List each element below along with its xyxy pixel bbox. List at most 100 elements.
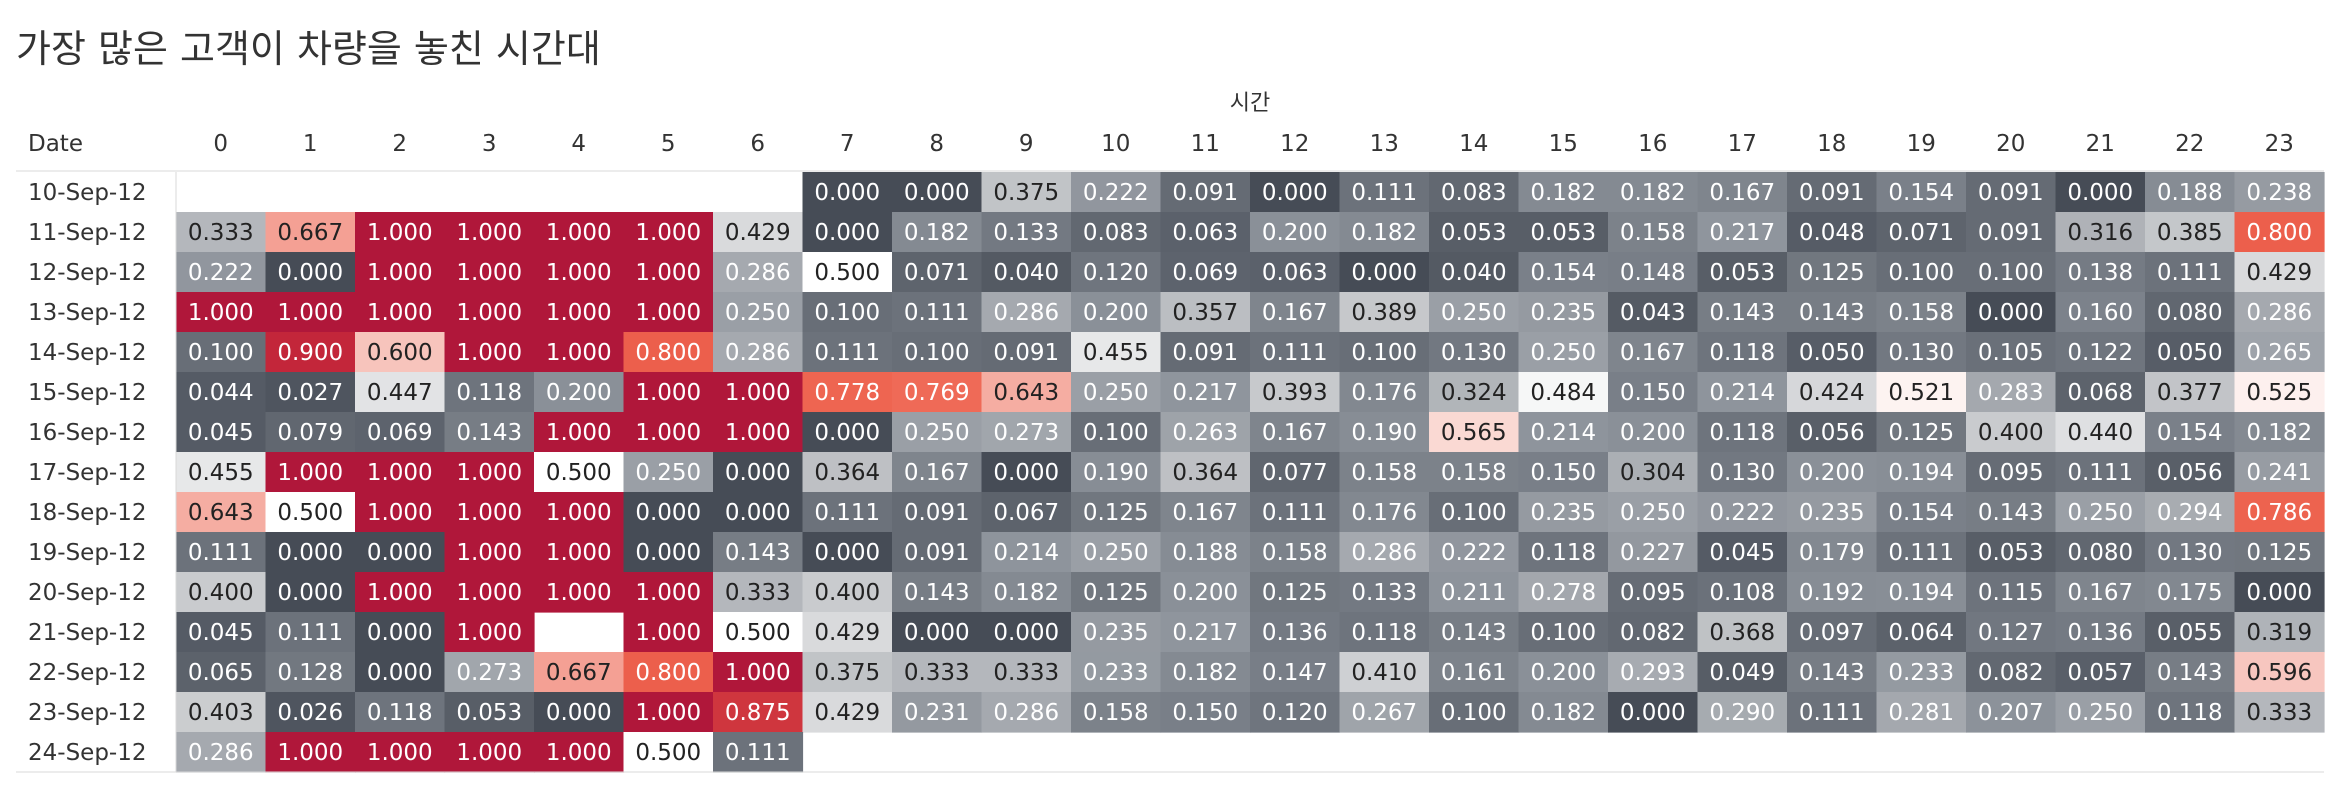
heatmap-cell <box>1429 492 1520 533</box>
heatmap-cell <box>176 372 267 413</box>
column-label: 22 <box>2175 131 2204 157</box>
cell-value-label: 0.786 <box>2246 500 2312 526</box>
cell-value-label: 0.182 <box>1530 700 1596 726</box>
cell-value-label: 0.286 <box>725 260 791 286</box>
heatmap-cell <box>176 332 267 373</box>
heatmap-cell <box>1518 532 1609 573</box>
cell-value-label: 0.048 <box>1799 220 1865 246</box>
cell-value-label: 0.250 <box>1083 540 1149 566</box>
cell-value-label: 0.000 <box>725 500 791 526</box>
heatmap-cell <box>1429 252 1520 293</box>
cell-value-label: 0.150 <box>1620 380 1686 406</box>
heatmap-cell <box>1429 412 1520 453</box>
cell-value-label: 0.125 <box>1083 500 1149 526</box>
heatmap-cell <box>1966 372 2057 413</box>
heatmap-cell <box>176 612 267 653</box>
heatmap-cell <box>534 452 625 493</box>
cell-value-label: 0.160 <box>2067 300 2133 326</box>
heatmap-cell <box>623 612 714 653</box>
row-header: Date <box>28 131 83 157</box>
cell-value-label: 0.057 <box>2067 660 2133 686</box>
cell-value-label: 1.000 <box>546 260 612 286</box>
heatmap-cell <box>1608 532 1699 573</box>
heatmap-cell <box>176 412 267 453</box>
heatmap-cell <box>1966 652 2057 693</box>
heatmap-cell <box>355 412 446 453</box>
cell-value-label: 0.364 <box>814 460 880 486</box>
heatmap-cell <box>534 332 625 373</box>
row-label: 19-Sep-12 <box>28 540 146 566</box>
row-label: 13-Sep-12 <box>28 300 146 326</box>
cell-value-label: 1.000 <box>456 540 522 566</box>
cell-value-label: 0.091 <box>904 500 970 526</box>
cell-value-label: 0.122 <box>2067 340 2133 366</box>
heatmap-cell <box>1339 452 1430 493</box>
cell-value-label: 0.304 <box>1620 460 1686 486</box>
cell-value-label: 0.231 <box>904 700 970 726</box>
cell-value-label: 1.000 <box>725 420 791 446</box>
heatmap-cell <box>623 492 714 533</box>
heatmap-cell <box>2234 572 2325 613</box>
cell-value-label: 0.111 <box>1799 700 1865 726</box>
heatmap-cell <box>534 212 625 253</box>
cell-value-label: 0.143 <box>1978 500 2044 526</box>
cell-value-label: 0.324 <box>1441 380 1507 406</box>
cell-value-label: 0.150 <box>1172 700 1238 726</box>
cell-value-label: 0.263 <box>1172 420 1238 446</box>
heatmap-cell <box>1608 692 1699 733</box>
cell-value-label: 0.118 <box>2157 700 2223 726</box>
cell-value-label: 0.082 <box>1978 660 2044 686</box>
heatmap-cell <box>1071 492 1162 533</box>
cell-value-label: 0.235 <box>1083 620 1149 646</box>
heatmap-cell <box>444 292 535 333</box>
heatmap-cell <box>1160 372 1251 413</box>
heatmap-cell <box>1250 652 1341 693</box>
heatmap-cell <box>623 572 714 613</box>
heatmap-cell <box>1339 372 1430 413</box>
cell-value-label: 0.429 <box>2246 260 2312 286</box>
cell-value-label: 0.045 <box>1709 540 1775 566</box>
cell-value-label: 0.000 <box>367 620 433 646</box>
heatmap-cell <box>1697 252 1788 293</box>
heatmap-cell <box>1250 332 1341 373</box>
heatmap-cell <box>1250 292 1341 333</box>
row-label: 20-Sep-12 <box>28 580 146 606</box>
cell-value-label: 1.000 <box>546 340 612 366</box>
heatmap-cell <box>1071 572 1162 613</box>
heatmap-cell <box>1429 572 1520 613</box>
heatmap-cell <box>1876 332 1967 373</box>
heatmap-cell <box>1966 452 2057 493</box>
cell-value-label: 0.286 <box>2246 300 2312 326</box>
heatmap-cell <box>981 652 1072 693</box>
cell-value-label: 0.053 <box>1530 220 1596 246</box>
column-label: 15 <box>1549 131 1578 157</box>
cell-value-label: 0.143 <box>1799 660 1865 686</box>
cell-value-label: 0.200 <box>546 380 612 406</box>
heatmap-cell <box>1787 532 1878 573</box>
cell-value-label: 0.214 <box>1530 420 1596 446</box>
row-label: 16-Sep-12 <box>28 420 146 446</box>
heatmap-cell <box>1339 212 1430 253</box>
heatmap-cell <box>1071 452 1162 493</box>
cell-value-label: 1.000 <box>635 420 701 446</box>
heatmap-cell <box>265 212 356 253</box>
row-label: 22-Sep-12 <box>28 660 146 686</box>
cell-value-label: 0.000 <box>277 580 343 606</box>
heatmap-cell <box>355 212 446 253</box>
heatmap-cell <box>1160 412 1251 453</box>
heatmap-cell <box>1160 652 1251 693</box>
cell-value-label: 0.293 <box>1620 660 1686 686</box>
cell-value-label: 0.125 <box>2246 540 2312 566</box>
heatmap-cell <box>1250 372 1341 413</box>
cell-value-label: 0.429 <box>725 220 791 246</box>
heatmap-cell <box>623 692 714 733</box>
column-label: 1 <box>303 131 318 157</box>
cell-value-label: 0.091 <box>1978 180 2044 206</box>
cell-value-label: 1.000 <box>456 300 522 326</box>
cell-value-label: 0.111 <box>1262 500 1328 526</box>
heatmap-cell <box>1787 332 1878 373</box>
cell-value-label: 0.091 <box>1799 180 1865 206</box>
heatmap-cell <box>1429 532 1520 573</box>
cell-value-label: 0.250 <box>1620 500 1686 526</box>
cell-value-label: 1.000 <box>367 740 433 766</box>
